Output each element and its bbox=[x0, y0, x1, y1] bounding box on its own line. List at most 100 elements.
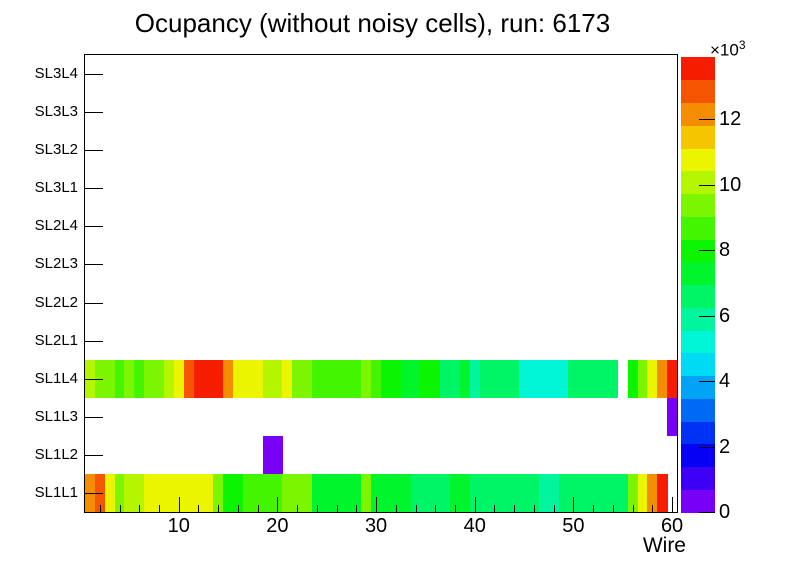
y-tick bbox=[85, 264, 103, 266]
x-minor-tick bbox=[395, 505, 397, 512]
x-minor-tick bbox=[198, 505, 200, 512]
heatmap-cell bbox=[529, 473, 540, 513]
x-minor-tick bbox=[652, 505, 654, 512]
x-major-tick bbox=[672, 497, 674, 512]
heatmap-cell bbox=[410, 473, 422, 513]
heatmap-cell bbox=[420, 359, 431, 399]
x-minor-tick bbox=[297, 505, 299, 512]
heatmap-cell bbox=[371, 359, 382, 399]
heatmap-cell bbox=[173, 473, 185, 513]
x-tick-label: 10 bbox=[167, 515, 190, 537]
heatmap-cell bbox=[400, 359, 412, 399]
x-major-tick bbox=[178, 497, 180, 512]
y-axis-label: SL2L2 bbox=[34, 293, 78, 311]
heatmap-cell bbox=[213, 473, 224, 513]
heatmap-cell bbox=[558, 473, 570, 513]
heatmap-cell bbox=[371, 473, 382, 513]
y-axis-label: SL3L2 bbox=[34, 141, 78, 159]
colorbar-band bbox=[681, 239, 715, 263]
heatmap-cell bbox=[440, 359, 451, 399]
heatmap-cell bbox=[538, 359, 550, 399]
colorbar-band bbox=[681, 307, 715, 331]
x-minor-tick bbox=[99, 505, 101, 512]
x-major-tick bbox=[376, 497, 378, 512]
heatmap-cell bbox=[657, 359, 668, 399]
heatmap-cell bbox=[203, 473, 214, 513]
y-tick bbox=[85, 492, 103, 494]
heatmap-cell bbox=[410, 359, 422, 399]
colorbar-band bbox=[681, 330, 715, 354]
heatmap-cell bbox=[282, 473, 293, 513]
heatmap-cell bbox=[361, 359, 372, 399]
heatmap-cell bbox=[262, 435, 274, 475]
x-tick-label: 20 bbox=[266, 515, 289, 537]
colorbar-band bbox=[681, 148, 715, 172]
heatmap-cell bbox=[459, 473, 471, 513]
colorbar-tick-label: 2 bbox=[719, 435, 731, 458]
heatmap-cell bbox=[509, 359, 520, 399]
y-axis-label: SL1L2 bbox=[34, 445, 78, 463]
heatmap-cell bbox=[657, 473, 668, 513]
colorbar-band bbox=[681, 170, 715, 194]
heatmap-cell bbox=[203, 359, 214, 399]
x-minor-tick bbox=[612, 505, 614, 512]
colorbar-band bbox=[681, 216, 715, 240]
heatmap-cell bbox=[519, 473, 530, 513]
x-minor-tick bbox=[159, 505, 160, 512]
heatmap-cell bbox=[262, 359, 274, 399]
heatmap-cell bbox=[282, 359, 293, 399]
heatmap-cell bbox=[519, 359, 530, 399]
heatmap-cell bbox=[124, 473, 135, 513]
plot-frame bbox=[84, 54, 678, 513]
heatmap-cell bbox=[479, 359, 491, 399]
heatmap-cell bbox=[341, 359, 352, 399]
x-minor-tick bbox=[435, 505, 437, 512]
heatmap-cell bbox=[302, 473, 313, 513]
heatmap-cell bbox=[193, 473, 204, 513]
y-tick bbox=[85, 226, 103, 228]
x-minor-tick bbox=[316, 505, 318, 512]
y-axis-label: SL1L4 bbox=[34, 369, 78, 387]
heatmap-cell bbox=[302, 359, 313, 399]
x-tick-label: 40 bbox=[463, 515, 486, 537]
heatmap-cell bbox=[390, 359, 402, 399]
y-axis-label: SL2L4 bbox=[34, 217, 78, 235]
heatmap-cell bbox=[144, 473, 155, 513]
colorbar-band bbox=[681, 261, 715, 285]
heatmap-cell bbox=[627, 473, 639, 513]
heatmap-cell bbox=[440, 473, 451, 513]
colorbar-band bbox=[681, 466, 715, 490]
x-minor-tick bbox=[237, 505, 239, 512]
heatmap-cell bbox=[351, 473, 362, 513]
heatmap-cell bbox=[568, 359, 579, 399]
heatmap-cell bbox=[469, 359, 481, 399]
colorbar-tick-label: 4 bbox=[719, 370, 731, 393]
chart-title: Ocupancy (without noisy cells), run: 617… bbox=[134, 8, 611, 38]
colorbar-tick bbox=[699, 381, 715, 383]
heatmap-cell bbox=[647, 473, 658, 513]
heatmap-cell bbox=[558, 359, 570, 399]
heatmap-cell bbox=[321, 359, 333, 399]
heatmap-cell bbox=[588, 359, 599, 399]
x-minor-tick bbox=[139, 505, 141, 512]
y-tick bbox=[85, 378, 103, 380]
heatmap-cell bbox=[667, 359, 678, 399]
heatmap-cell bbox=[242, 473, 254, 513]
heatmap-cell bbox=[538, 473, 550, 513]
colorbar-band bbox=[681, 57, 715, 81]
heatmap-cell bbox=[548, 359, 560, 399]
x-minor-tick bbox=[632, 505, 634, 512]
heatmap-cell bbox=[351, 359, 362, 399]
colorbar-band bbox=[681, 102, 715, 126]
colorbar-band bbox=[681, 443, 715, 467]
heatmap-cell bbox=[154, 473, 165, 513]
heatmap-cell bbox=[499, 359, 510, 399]
colorbar-scale-label: ×103 bbox=[710, 38, 746, 61]
x-minor-tick bbox=[494, 505, 496, 512]
colorbar-band bbox=[681, 125, 715, 149]
colorbar-scale-exponent: 3 bbox=[738, 38, 746, 52]
y-tick bbox=[85, 150, 103, 152]
heatmap-cell bbox=[134, 359, 145, 399]
heatmap-cell bbox=[430, 359, 441, 399]
heatmap-cell bbox=[667, 397, 678, 437]
